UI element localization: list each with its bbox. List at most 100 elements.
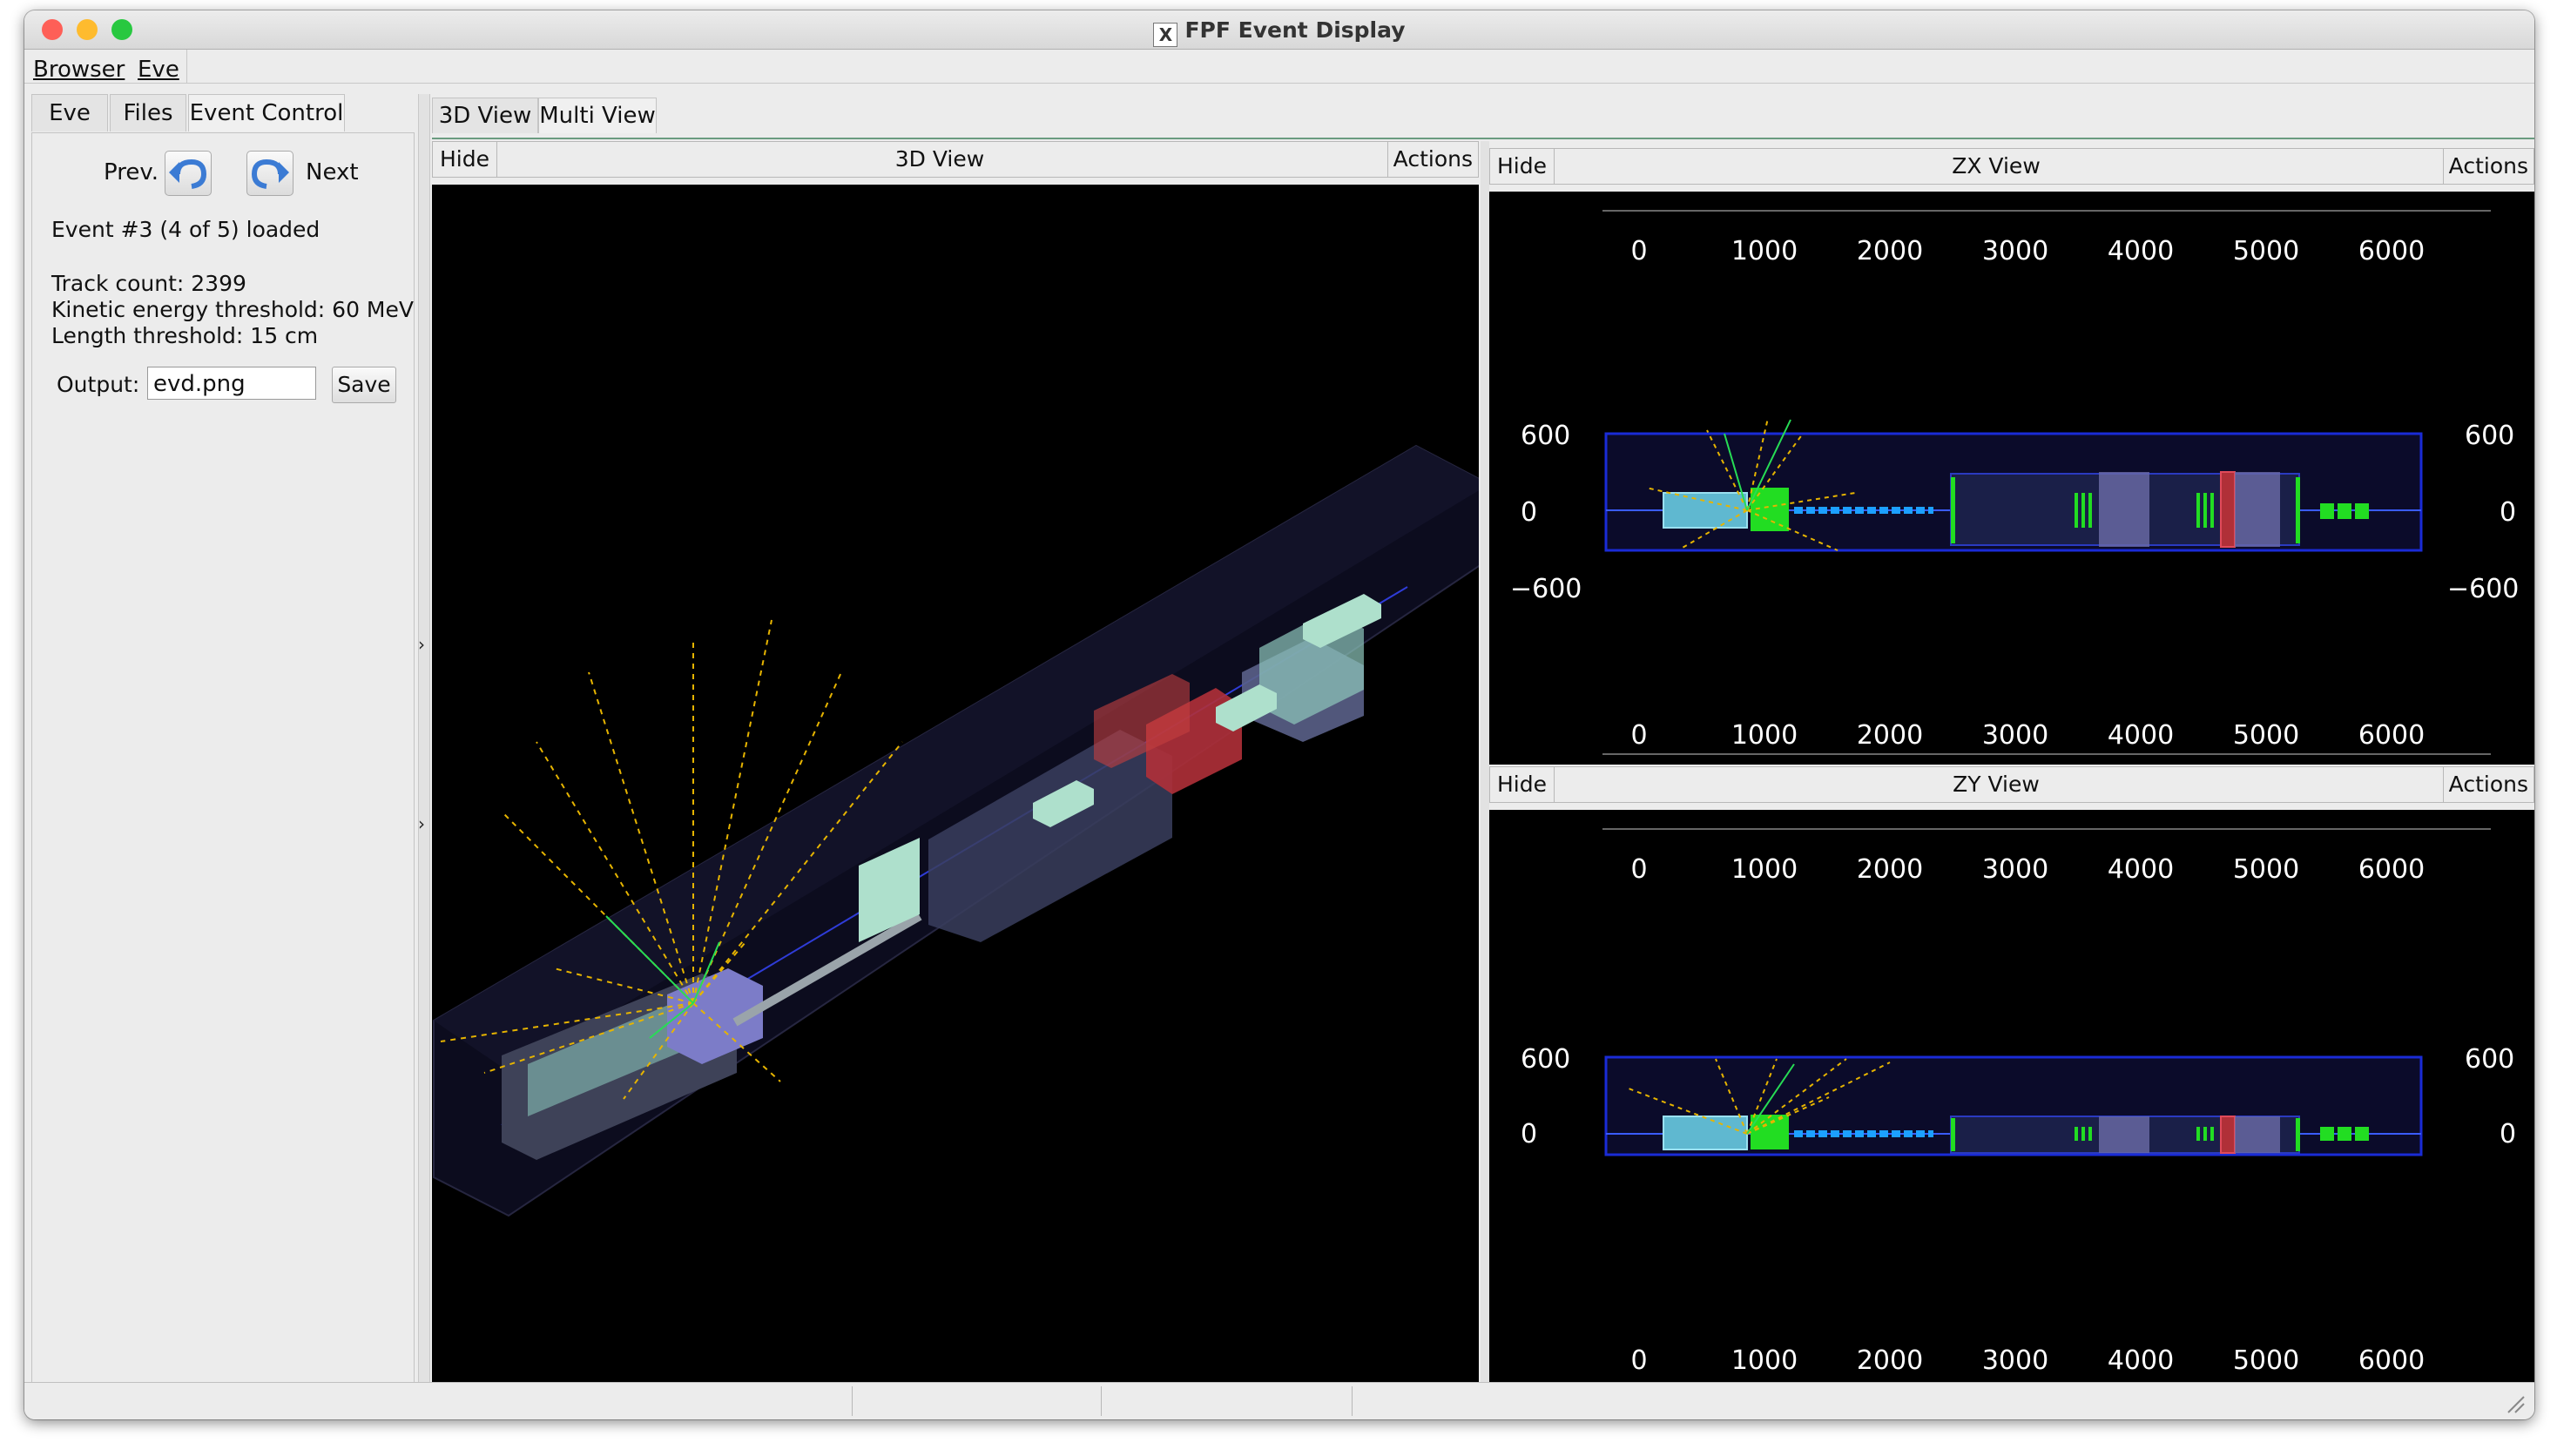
tracking-station xyxy=(1259,611,1364,725)
view3d-title: 3D View xyxy=(894,146,985,172)
tick-label: 2000 xyxy=(1857,236,1923,266)
close-window-button[interactable] xyxy=(42,19,63,40)
tick-label: 4000 xyxy=(2108,854,2174,885)
target-module xyxy=(528,994,693,1116)
view3d-hide-button[interactable]: Hide xyxy=(433,142,497,177)
zx-left-axis: 600 0 −600 xyxy=(1510,421,1582,604)
tick-label: 3000 xyxy=(1982,236,2048,266)
zy-magnet xyxy=(2099,1116,2149,1153)
tick-label: 0 xyxy=(2500,1119,2516,1149)
tick-label: 4000 xyxy=(2108,236,2174,266)
tick-label: 4000 xyxy=(2108,720,2174,751)
minimize-window-button[interactable] xyxy=(77,19,98,40)
menu-separator xyxy=(186,50,187,83)
menu-browser[interactable]: Browser xyxy=(33,57,125,83)
envelope-top-face xyxy=(434,446,1489,1073)
tick-label: 5000 xyxy=(2233,854,2299,885)
redo-arrow-icon xyxy=(251,158,289,189)
view-splitter[interactable] xyxy=(1481,141,1489,1390)
track-count: Track count: 2399 xyxy=(51,271,246,296)
station-b xyxy=(1216,684,1277,731)
zy-tracks xyxy=(1628,1058,1891,1135)
particle-tracks xyxy=(440,619,903,1100)
prev-label[interactable]: Prev. xyxy=(104,159,159,185)
zx-top-axis: 0 1000 2000 3000 4000 5000 6000 xyxy=(1602,210,2491,266)
tab-eve[interactable]: Eve xyxy=(31,94,108,131)
tick-label: 3000 xyxy=(1982,854,2048,885)
zy-target xyxy=(1663,1116,1748,1150)
tick-label: 5000 xyxy=(2233,1345,2299,1376)
zx-header: Hide ZX View Actions xyxy=(1489,148,2534,185)
zx-calo-back xyxy=(2235,472,2280,547)
status-separator xyxy=(1352,1386,1353,1416)
zx-magnet xyxy=(2099,472,2149,547)
tab-event-control[interactable]: Event Control xyxy=(188,94,345,131)
next-button[interactable] xyxy=(246,151,293,196)
tick-label: 0 xyxy=(1630,1345,1647,1376)
tab-files[interactable]: Files xyxy=(110,94,186,131)
tick-label: 0 xyxy=(1521,497,1537,528)
zy-charged-tracks xyxy=(1746,1063,1795,1135)
zy-hide-button[interactable]: Hide xyxy=(1490,767,1555,802)
tick-label: 2000 xyxy=(1857,854,1923,885)
zy-right-axis: 600 0 xyxy=(2465,1044,2516,1149)
view3d-header: Hide 3D View Actions xyxy=(432,141,1479,178)
save-button[interactable]: Save xyxy=(332,367,396,403)
app-window: X FPF Event Display Browser Eve Eve Files… xyxy=(24,10,2534,1419)
zx-projection: 0 1000 2000 3000 4000 5000 6000 0 1000 2… xyxy=(1510,210,2519,755)
zy-actions-button[interactable]: Actions xyxy=(2442,767,2533,802)
zx-hide-button[interactable]: Hide xyxy=(1490,149,1555,184)
window-title: X FPF Event Display xyxy=(24,17,2534,47)
zy-top-axis: 0 1000 2000 3000 4000 5000 6000 xyxy=(1602,828,2491,885)
station-a xyxy=(1033,780,1094,827)
output-filename-input[interactable]: evd.png xyxy=(147,367,316,400)
tick-label: −600 xyxy=(1510,574,1582,604)
tick-label: 1000 xyxy=(1731,236,1798,266)
zx-bottom-axis: 0 1000 2000 3000 4000 5000 6000 xyxy=(1602,720,2491,755)
zx-actions-button[interactable]: Actions xyxy=(2442,149,2533,184)
left-splitter[interactable]: › › xyxy=(418,94,430,1392)
next-label[interactable]: Next xyxy=(306,159,359,185)
zy-canvas[interactable]: 0 1000 2000 3000 4000 5000 6000 0 1000 2… xyxy=(1489,810,2534,1390)
zx-tracking-planes xyxy=(1951,477,2369,543)
charged-tracks xyxy=(605,915,720,1039)
decay-pipe xyxy=(732,912,922,1027)
length-threshold: Length threshold: 15 cm xyxy=(51,323,319,348)
rear-module xyxy=(1303,594,1381,648)
tick-label: 2000 xyxy=(1857,720,1923,751)
tab-3d-view[interactable]: 3D View xyxy=(432,98,538,133)
tick-label: 1000 xyxy=(1731,720,1798,751)
chevron-right-icon[interactable]: › xyxy=(418,813,425,834)
menu-eve[interactable]: Eve xyxy=(138,57,179,83)
zy-calorimeter xyxy=(2220,1116,2236,1154)
tick-label: 2000 xyxy=(1857,1345,1923,1376)
tick-label: 0 xyxy=(1630,720,1647,751)
view3d-scene xyxy=(433,444,1490,1217)
zy-projection: 0 1000 2000 3000 4000 5000 6000 0 1000 2… xyxy=(1521,828,2516,1384)
chevron-right-icon[interactable]: › xyxy=(418,634,425,655)
zoom-window-button[interactable] xyxy=(111,19,132,40)
zx-tracks xyxy=(1645,417,1856,551)
tick-label: 600 xyxy=(2465,1044,2514,1075)
tick-label: 6000 xyxy=(2358,236,2425,266)
x11-logo-icon: X xyxy=(1153,23,1178,47)
window-title-text: FPF Event Display xyxy=(1184,17,1406,43)
resize-grip-icon[interactable] xyxy=(2505,1393,2526,1414)
tick-label: 3000 xyxy=(1982,1345,2048,1376)
zx-calorimeter xyxy=(2220,471,2236,548)
zy-tracking-planes xyxy=(1951,1118,2369,1151)
prev-button[interactable] xyxy=(165,151,212,196)
zx-canvas[interactable]: 0 1000 2000 3000 4000 5000 6000 0 1000 2… xyxy=(1489,192,2534,765)
view3d-canvas[interactable] xyxy=(432,185,1490,1390)
left-tab-bar: Eve Files Event Control xyxy=(31,94,411,132)
view3d-actions-button[interactable]: Actions xyxy=(1386,142,1478,177)
event-control-panel: Prev. Next Event #3 (4 of 5) loaded Trac… xyxy=(31,132,415,1392)
tick-label: 1000 xyxy=(1731,854,1798,885)
tick-label: 600 xyxy=(1521,1044,1570,1075)
zy-header: Hide ZY View Actions xyxy=(1489,766,2534,803)
tick-label: 5000 xyxy=(2233,720,2299,751)
tick-label: 0 xyxy=(2500,497,2516,528)
tab-multi-view[interactable]: Multi View xyxy=(538,98,657,133)
tick-label: 3000 xyxy=(1982,720,2048,751)
title-bar: X FPF Event Display xyxy=(24,10,2534,50)
